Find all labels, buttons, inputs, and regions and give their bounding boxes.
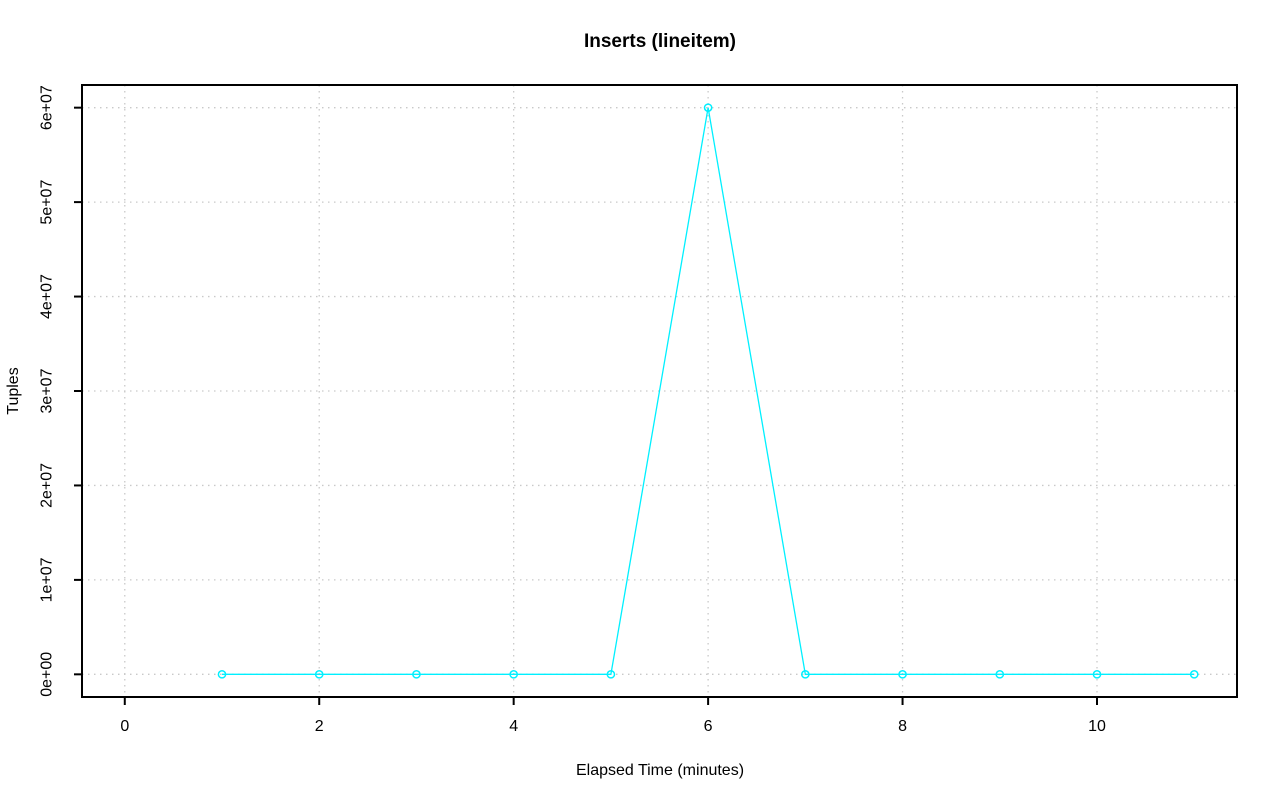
y-tick-label: 4e+07 xyxy=(39,274,56,319)
x-tick-label: 6 xyxy=(704,718,713,735)
y-axis-label: Tuples xyxy=(5,367,22,415)
x-axis-label: Elapsed Time (minutes) xyxy=(575,762,745,779)
data-point xyxy=(995,669,1005,679)
chart-title: Inserts (lineitem) xyxy=(583,31,737,52)
data-point xyxy=(1092,669,1102,679)
x-tick-label: 10 xyxy=(1088,718,1106,735)
x-tick-label: 2 xyxy=(315,718,324,735)
data-line xyxy=(222,107,1195,675)
data-point xyxy=(509,669,519,679)
data-point xyxy=(314,669,324,679)
data-point xyxy=(412,669,421,679)
x-tick-label: 0 xyxy=(120,718,129,735)
y-tick-label: 5e+07 xyxy=(39,180,56,225)
y-tick-label: 1e+07 xyxy=(39,557,56,602)
data-point xyxy=(703,103,713,113)
y-tick-label: 3e+07 xyxy=(39,368,56,413)
data-point xyxy=(800,669,810,679)
y-tick-label: 0e+00 xyxy=(39,652,56,697)
data-point xyxy=(217,669,227,679)
x-tick-label: 4 xyxy=(509,718,518,735)
y-tick-label: 6e+07 xyxy=(39,85,56,130)
y-tick-label: 2e+07 xyxy=(39,463,56,508)
x-tick-label: 8 xyxy=(898,718,907,735)
data-point xyxy=(606,669,616,679)
data-point xyxy=(898,669,907,679)
data-point xyxy=(1189,669,1199,679)
